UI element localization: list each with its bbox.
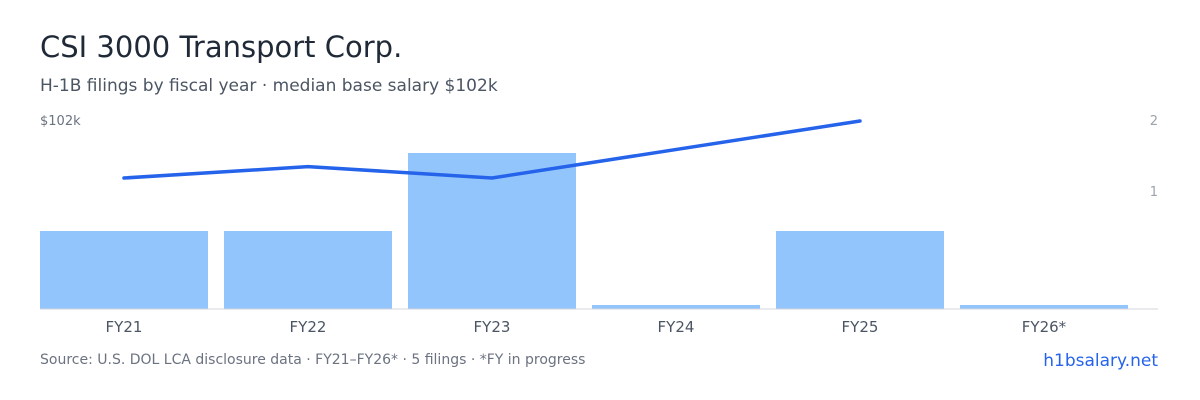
x-tick-label: FY24 <box>658 318 695 336</box>
x-tick-label: FY25 <box>842 318 879 336</box>
salary-point <box>490 176 494 180</box>
right-axis-tick-2: 2 <box>1150 114 1158 129</box>
x-tick-label: FY22 <box>290 318 327 336</box>
salary-point <box>122 176 126 180</box>
right-axis-tick-1: 1 <box>1150 185 1158 200</box>
x-axis-labels: FY21 FY22 FY23 FY24 FY25 FY26* <box>106 318 1067 336</box>
salary-line-series <box>122 119 862 180</box>
bar-fy25 <box>776 231 944 309</box>
brand-link[interactable]: h1bsalary.net <box>1043 351 1158 371</box>
bar-fy21 <box>40 231 208 309</box>
bar-fy26-partial <box>960 305 1128 309</box>
x-tick-label: FY21 <box>106 318 143 336</box>
salary-point <box>858 119 862 123</box>
chart-subtitle: H-1B filings by fiscal year · median bas… <box>40 76 498 96</box>
data-source-note: Source: U.S. DOL LCA disclosure data · F… <box>40 352 586 368</box>
bar-series <box>40 153 1128 309</box>
bar-fy22 <box>224 231 392 309</box>
chart-title: CSI 3000 Transport Corp. <box>40 30 403 64</box>
x-tick-label: FY26* <box>1022 318 1067 336</box>
x-tick-label: FY23 <box>474 318 511 336</box>
salary-point <box>306 165 310 169</box>
salary-line <box>122 119 862 180</box>
left-axis-tick-label: $102k <box>40 114 81 129</box>
bar-fy24 <box>592 305 760 309</box>
